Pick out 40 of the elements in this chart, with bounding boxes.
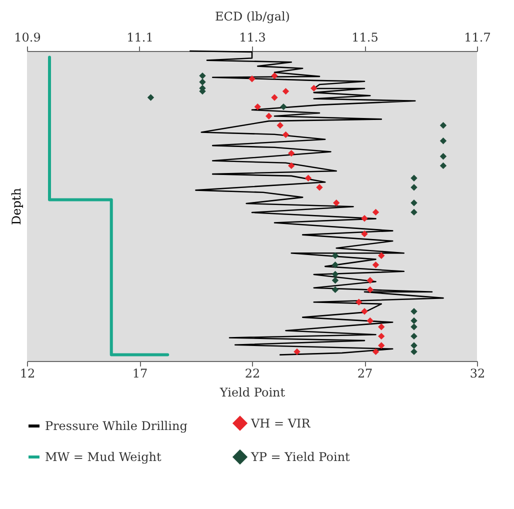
point xyxy=(440,138,447,144)
point xyxy=(440,122,447,129)
point xyxy=(147,94,154,101)
y-axis-title: Depth xyxy=(10,188,24,225)
point xyxy=(410,200,418,206)
point xyxy=(410,174,418,182)
point xyxy=(199,78,206,86)
point xyxy=(332,270,339,278)
legend-label: YP = Yield Point xyxy=(250,450,350,464)
point xyxy=(332,252,339,259)
legend-label: MW = Mud Weight xyxy=(45,450,162,464)
x-tick-label: 17 xyxy=(132,366,148,380)
point xyxy=(410,348,418,356)
legend-label: Pressure While Drilling xyxy=(45,419,188,433)
point xyxy=(440,153,447,160)
point xyxy=(332,277,339,284)
point xyxy=(410,208,418,216)
x-axis-title: Yield Point xyxy=(218,386,286,400)
x-tick-label: 22 xyxy=(244,366,260,380)
point xyxy=(332,262,339,268)
legend-label: VH = VIR xyxy=(250,416,312,430)
point xyxy=(410,342,418,349)
x-tick-label: 32 xyxy=(470,366,486,380)
x-tick-label: 27 xyxy=(357,366,373,380)
point xyxy=(410,317,418,324)
point xyxy=(410,184,418,191)
x2-tick-label: 11.3 xyxy=(239,30,266,44)
x2-tick-label: 10.9 xyxy=(14,30,41,44)
x2-tick-label: 11.5 xyxy=(352,30,378,44)
x-tick-label: 12 xyxy=(20,366,36,380)
point xyxy=(440,162,447,170)
point xyxy=(199,72,206,80)
point xyxy=(410,324,418,330)
x2-tick-label: 11.7 xyxy=(464,30,491,44)
point xyxy=(410,332,418,340)
x2-axis-title: ECD (lb/gal) xyxy=(215,10,290,24)
point xyxy=(280,103,287,110)
x2-tick-label: 11.1 xyxy=(126,30,154,44)
point xyxy=(332,286,339,294)
point xyxy=(410,308,418,315)
